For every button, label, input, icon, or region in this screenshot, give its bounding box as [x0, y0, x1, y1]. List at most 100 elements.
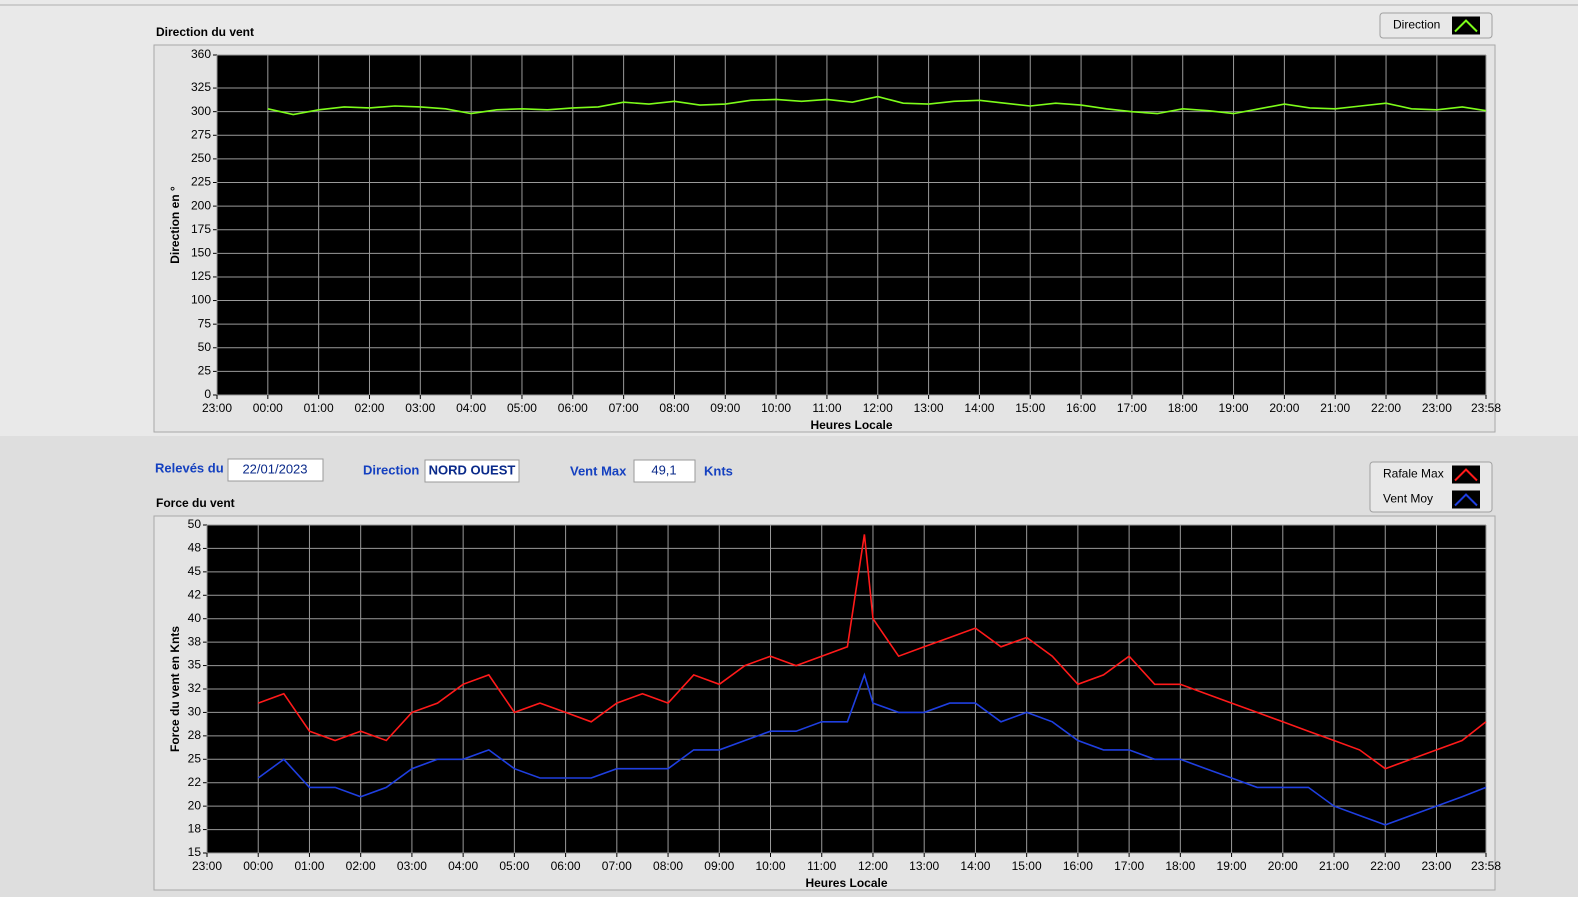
- x-tick-label: 20:00: [1268, 859, 1298, 873]
- y-tick-label: 0: [204, 387, 211, 401]
- x-tick-label: 01:00: [304, 401, 334, 415]
- x-tick-label: 17:00: [1114, 859, 1144, 873]
- legend-swatch-bg: [1452, 490, 1480, 509]
- date-label: Relevés du: [155, 460, 224, 475]
- x-tick-label: 20:00: [1269, 401, 1299, 415]
- y-tick-label: 30: [188, 705, 202, 719]
- legend-label: Rafale Max: [1383, 467, 1444, 481]
- y-tick-label: 42: [188, 587, 202, 601]
- x-tick-label: 06:00: [551, 859, 581, 873]
- x-tick-label: 07:00: [609, 401, 639, 415]
- x-tick-label: 05:00: [499, 859, 529, 873]
- x-tick-label: 19:00: [1217, 859, 1247, 873]
- x-tick-label: 11:00: [807, 859, 836, 873]
- legend-swatch: [1454, 493, 1478, 507]
- date-value: 22/01/2023: [242, 461, 307, 476]
- x-tick-label: 05:00: [507, 401, 537, 415]
- x-tick-label: 23:58: [1471, 401, 1501, 415]
- x-tick-label: 13:00: [914, 401, 944, 415]
- x-tick-label: 02:00: [354, 401, 384, 415]
- y-tick-label: 25: [188, 751, 202, 765]
- y-tick-label: 28: [188, 728, 202, 742]
- vmax-label: Vent Max: [570, 463, 627, 478]
- y-tick-label: 225: [191, 175, 211, 189]
- x-tick-label: 12:00: [858, 859, 888, 873]
- y-tick-label: 45: [188, 564, 202, 578]
- y-tick-label: 75: [198, 316, 212, 330]
- x-tick-label: 04:00: [448, 859, 478, 873]
- x-tick-label: 14:00: [964, 401, 994, 415]
- x-tick-label: 22:00: [1370, 859, 1400, 873]
- x-tick-label: 06:00: [558, 401, 588, 415]
- x-tick-label: 17:00: [1117, 401, 1147, 415]
- x-tick-label: 00:00: [253, 401, 283, 415]
- x-tick-label: 23:00: [1421, 859, 1451, 873]
- x-tick-label: 08:00: [659, 401, 689, 415]
- x-tick-label: 08:00: [653, 859, 683, 873]
- x-tick-label: 09:00: [704, 859, 734, 873]
- date-box[interactable]: [227, 458, 324, 482]
- vmax-box[interactable]: [633, 459, 696, 483]
- x-tick-label: 04:00: [456, 401, 486, 415]
- x-tick-label: 15:00: [1015, 401, 1045, 415]
- chart-title: Direction du vent: [156, 25, 254, 39]
- x-tick-label: 23:58: [1471, 859, 1501, 873]
- x-tick-label: 09:00: [710, 401, 740, 415]
- y-tick-label: 50: [188, 517, 202, 531]
- y-axis-title: Force du vent en Knts: [168, 626, 182, 752]
- direction-box[interactable]: [424, 459, 520, 483]
- y-tick-label: 32: [188, 681, 202, 695]
- x-tick-label: 21:00: [1320, 401, 1350, 415]
- chart-title: Force du vent: [156, 496, 235, 510]
- x-tick-label: 18:00: [1165, 859, 1195, 873]
- x-tick-label: 22:00: [1371, 401, 1401, 415]
- x-tick-label: 23:00: [192, 859, 222, 873]
- y-tick-label: 300: [191, 104, 211, 118]
- x-tick-label: 10:00: [761, 401, 791, 415]
- x-tick-label: 13:00: [909, 859, 939, 873]
- x-tick-label: 03:00: [397, 859, 427, 873]
- x-tick-label: 10:00: [755, 859, 785, 873]
- y-tick-label: 20: [188, 798, 202, 812]
- y-tick-label: 175: [191, 222, 211, 236]
- y-tick-label: 40: [188, 611, 202, 625]
- y-tick-label: 100: [191, 293, 211, 307]
- vmax-unit: Knts: [704, 463, 733, 478]
- legend-swatch-bg: [1452, 465, 1480, 484]
- y-axis-title: Direction en °: [168, 186, 182, 264]
- x-tick-label: 23:00: [202, 401, 232, 415]
- x-tick-label: 00:00: [243, 859, 273, 873]
- series-line: [257, 534, 1487, 770]
- y-tick-label: 150: [191, 246, 211, 260]
- y-tick-label: 35: [188, 658, 202, 672]
- vmax-value: 49,1: [651, 462, 676, 477]
- y-tick-label: 18: [188, 822, 202, 836]
- x-tick-label: 16:00: [1063, 859, 1093, 873]
- y-tick-label: 15: [188, 845, 202, 859]
- y-tick-label: 200: [191, 198, 211, 212]
- x-tick-label: 12:00: [863, 401, 893, 415]
- x-axis-title: Heures Locale: [810, 418, 892, 432]
- direction-label: Direction: [363, 462, 419, 477]
- y-tick-label: 325: [191, 80, 211, 94]
- x-tick-label: 11:00: [812, 401, 841, 415]
- y-tick-label: 275: [191, 127, 211, 141]
- direction-value: NORD OUEST: [429, 462, 516, 477]
- legend-swatch-bg: [1452, 16, 1480, 35]
- x-tick-label: 16:00: [1066, 401, 1096, 415]
- y-tick-label: 25: [198, 364, 212, 378]
- series-line: [257, 672, 1487, 826]
- legend-label: Vent Moy: [1383, 492, 1433, 506]
- legend-label: Direction: [1393, 18, 1440, 32]
- x-tick-label: 14:00: [960, 859, 990, 873]
- legend-swatch: [1454, 468, 1478, 482]
- series-line: [267, 95, 1487, 116]
- x-axis-title: Heures Locale: [805, 876, 887, 890]
- x-tick-label: 15:00: [1012, 859, 1042, 873]
- legend-swatch: [1454, 19, 1478, 33]
- x-tick-label: 21:00: [1319, 859, 1349, 873]
- x-tick-label: 01:00: [294, 859, 324, 873]
- x-tick-label: 23:00: [1422, 401, 1452, 415]
